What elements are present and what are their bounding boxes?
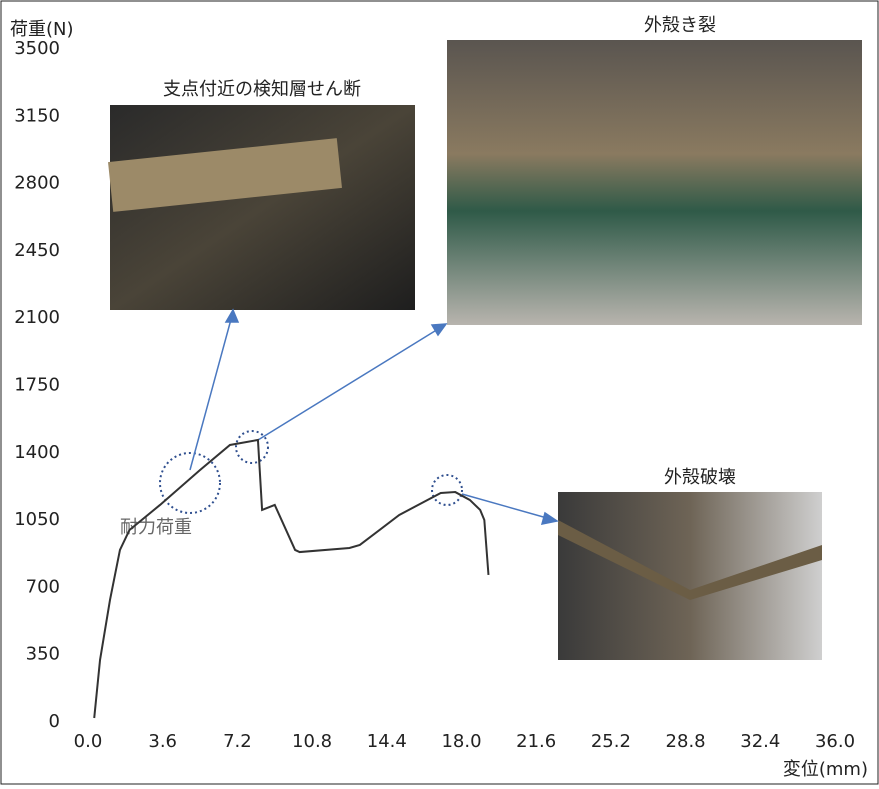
x-tick-label: 10.8 bbox=[292, 731, 332, 752]
y-tick-label: 3150 bbox=[14, 105, 60, 126]
callouts bbox=[159, 430, 463, 514]
y-tick-label: 0 bbox=[49, 711, 60, 732]
x-tick-label: 0.0 bbox=[74, 731, 103, 752]
x-tick-label: 7.2 bbox=[223, 731, 252, 752]
x-tick-label: 21.6 bbox=[516, 731, 556, 752]
data-line bbox=[93, 438, 490, 719]
y-tick-label: 700 bbox=[26, 576, 60, 597]
x-tick-label: 25.2 bbox=[591, 731, 631, 752]
y-tick-label: 1050 bbox=[14, 509, 60, 530]
x-tick-label: 14.4 bbox=[367, 731, 407, 752]
x-tick-label: 18.0 bbox=[441, 731, 481, 752]
y-tick-label: 1750 bbox=[14, 375, 60, 396]
inset-caption: 外殻き裂 bbox=[644, 15, 716, 36]
photo bbox=[110, 105, 415, 310]
arrows bbox=[189, 308, 559, 525]
y-tick-label: 2100 bbox=[14, 307, 60, 328]
x-tick-label: 36.0 bbox=[815, 731, 855, 752]
inset-caption: 外殻破壊 bbox=[664, 467, 736, 488]
x-axis-label: 変位(mm) bbox=[783, 759, 868, 780]
annotation: 耐力荷重 bbox=[120, 517, 192, 538]
y-tick-label: 1400 bbox=[14, 442, 60, 463]
y-axis-label: 荷重(N) bbox=[10, 19, 74, 40]
x-tick-label: 3.6 bbox=[148, 731, 177, 752]
photo-specimen bbox=[108, 138, 342, 212]
y-tick-label: 2800 bbox=[14, 173, 60, 194]
photo bbox=[558, 492, 822, 660]
photo bbox=[447, 40, 862, 325]
y-tick-label: 3500 bbox=[14, 38, 60, 59]
x-tick-label: 28.8 bbox=[666, 731, 706, 752]
y-tick-label: 2450 bbox=[14, 240, 60, 261]
x-tick-label: 32.4 bbox=[740, 731, 780, 752]
inset-caption: 支点付近の検知層せん断 bbox=[163, 79, 361, 100]
photo-specimen bbox=[558, 520, 822, 600]
y-tick-label: 350 bbox=[26, 644, 60, 665]
